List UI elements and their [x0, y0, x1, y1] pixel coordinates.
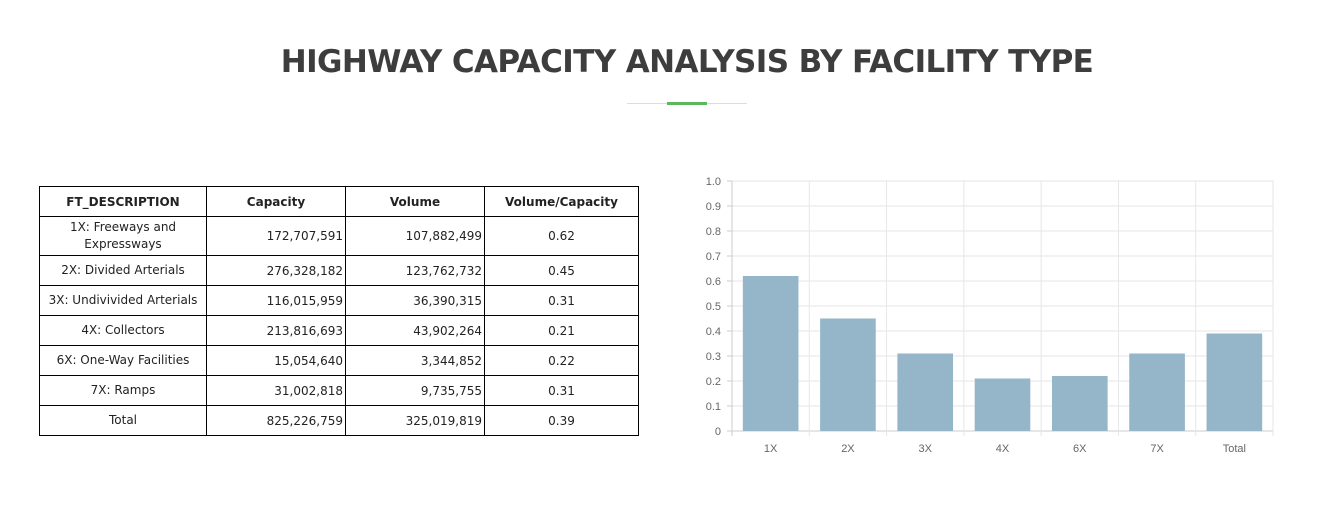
y-tick-label: 0.3 — [706, 351, 721, 363]
page-title: HIGHWAY CAPACITY ANALYSIS BY FACILITY TY… — [280, 44, 1094, 80]
table-row: 6X: One-Way Facilities 15,054,640 3,344,… — [39, 345, 639, 376]
col-header-capacity: Capacity — [206, 186, 346, 217]
title-divider-accent — [667, 102, 707, 105]
bar-2x — [820, 318, 876, 431]
cell-ratio: 0.21 — [484, 315, 639, 346]
cell-ratio: 0.31 — [484, 375, 639, 406]
bar-3x — [897, 353, 954, 431]
bar-4x — [974, 378, 1031, 431]
cell-volume: 3,344,852 — [345, 345, 485, 376]
table-row: 2X: Divided Arterials 276,328,182 123,76… — [39, 255, 639, 286]
x-tick-label: 2X — [841, 443, 855, 455]
bar-1x — [742, 276, 799, 431]
cell-ratio: 0.45 — [484, 255, 639, 286]
cell-capacity: 116,015,959 — [206, 285, 346, 316]
y-tick-label: 0.6 — [706, 276, 721, 288]
x-tick-label: 4X — [996, 443, 1010, 455]
cell-description: 3X: Undivivided Arterials — [39, 285, 207, 316]
y-tick-label: 1.0 — [706, 176, 721, 188]
x-tick-label: Total — [1223, 443, 1246, 455]
table-row: 3X: Undivivided Arterials 116,015,959 36… — [39, 285, 639, 316]
cell-description: 6X: One-Way Facilities — [39, 345, 207, 376]
y-tick-label: 0.4 — [706, 326, 721, 338]
col-header-volume: Volume — [345, 186, 485, 217]
cell-volume: 325,019,819 — [345, 405, 485, 436]
title-divider — [627, 102, 747, 105]
cell-description: 1X: Freeways and Expressways — [39, 216, 207, 256]
x-tick-label: 6X — [1073, 443, 1087, 455]
cell-capacity: 825,226,759 — [206, 405, 346, 436]
cell-description: 2X: Divided Arterials — [39, 255, 207, 286]
y-tick-label: 0.1 — [706, 401, 721, 413]
cell-volume: 107,882,499 — [345, 216, 485, 256]
table-row: Total 825,226,759 325,019,819 0.39 — [39, 405, 639, 436]
cell-ratio: 0.62 — [484, 216, 639, 256]
volume-capacity-bar-chart: 0 0.1 0.2 0.3 0.4 0.5 0.6 0.7 0.8 0.9 1.0 1X 2X 3X 4X 6… — [706, 176, 1274, 455]
y-tick-label: 0.8 — [706, 226, 721, 238]
cell-description: Total — [39, 405, 207, 436]
cell-capacity: 276,328,182 — [206, 255, 346, 286]
y-tick-label: 0.9 — [706, 201, 721, 213]
table-header-row: FT_DESCRIPTION Capacity Volume Volume/Ca… — [39, 186, 639, 217]
cell-capacity: 213,816,693 — [206, 315, 346, 346]
table-row: 4X: Collectors 213,816,693 43,902,264 0.… — [39, 315, 639, 346]
bar-total — [1206, 333, 1263, 431]
cell-ratio: 0.39 — [484, 405, 639, 436]
cell-description: 7X: Ramps — [39, 375, 207, 406]
cell-capacity: 31,002,818 — [206, 375, 346, 406]
cell-ratio: 0.31 — [484, 285, 639, 316]
col-header-volume-capacity: Volume/Capacity — [484, 186, 639, 217]
cell-ratio: 0.22 — [484, 345, 639, 376]
table-row: 7X: Ramps 31,002,818 9,735,755 0.31 — [39, 375, 639, 406]
cell-capacity: 172,707,591 — [206, 216, 346, 256]
y-tick-label: 0 — [715, 426, 721, 438]
bar-7x — [1129, 353, 1185, 431]
cell-volume: 43,902,264 — [345, 315, 485, 346]
cell-volume: 123,762,732 — [345, 255, 485, 286]
table-row: 1X: Freeways and Expressways 172,707,591… — [39, 216, 639, 256]
cell-volume: 36,390,315 — [345, 285, 485, 316]
bar-6x — [1051, 376, 1108, 431]
capacity-table: FT_DESCRIPTION Capacity Volume Volume/Ca… — [39, 186, 639, 436]
cell-description: 4X: Collectors — [39, 315, 207, 346]
y-tick-label: 0.2 — [706, 376, 721, 388]
cell-capacity: 15,054,640 — [206, 345, 346, 376]
cell-volume: 9,735,755 — [345, 375, 485, 406]
x-tick-label: 3X — [918, 443, 932, 455]
x-tick-label: 7X — [1150, 443, 1164, 455]
col-header-ft-description: FT_DESCRIPTION — [39, 186, 207, 217]
y-tick-label: 0.5 — [706, 301, 721, 313]
x-tick-label: 1X — [764, 443, 778, 455]
y-tick-label: 0.7 — [706, 251, 721, 263]
